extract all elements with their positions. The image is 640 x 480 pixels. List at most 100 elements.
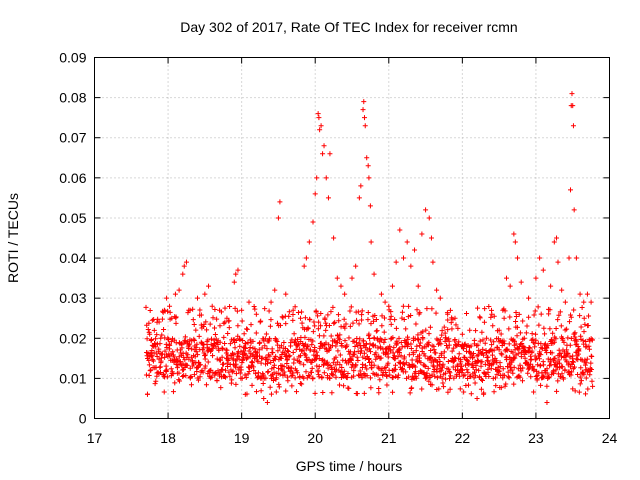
data-point (303, 255, 309, 261)
data-point (316, 333, 322, 339)
data-point (314, 349, 320, 355)
data-point (413, 348, 419, 354)
data-point (442, 330, 448, 336)
data-point (387, 372, 393, 378)
data-point (180, 361, 186, 367)
data-point (479, 329, 485, 335)
data-point (373, 356, 379, 362)
data-point (158, 360, 164, 366)
data-point (531, 366, 537, 372)
data-point (222, 367, 228, 373)
data-point (251, 368, 257, 374)
data-point (263, 375, 269, 381)
data-point (291, 340, 297, 346)
data-point (281, 340, 287, 346)
data-point (388, 313, 394, 319)
data-point (212, 370, 218, 376)
data-point (393, 373, 399, 379)
data-point (514, 324, 520, 330)
data-point (155, 316, 161, 322)
data-point (242, 346, 248, 352)
data-point (212, 331, 218, 337)
data-point (300, 347, 306, 353)
data-point (372, 343, 378, 349)
data-point (453, 322, 459, 328)
data-point (253, 311, 259, 317)
data-point (302, 334, 308, 340)
data-point (291, 360, 297, 366)
data-point (279, 351, 285, 357)
data-point (239, 375, 245, 381)
data-point (457, 386, 463, 392)
data-point (588, 360, 594, 366)
data-point (452, 315, 458, 321)
data-point (540, 267, 546, 273)
data-point (148, 367, 154, 373)
data-point (451, 375, 457, 381)
data-point (233, 361, 239, 367)
data-point (285, 378, 291, 384)
data-point (321, 333, 327, 339)
data-point (496, 347, 502, 353)
data-point (202, 291, 208, 297)
data-point (589, 378, 595, 384)
data-point (316, 319, 322, 325)
data-point (368, 385, 374, 391)
data-point (554, 235, 560, 241)
data-point (176, 287, 182, 293)
data-point (511, 231, 517, 237)
data-point (282, 372, 288, 378)
data-point (367, 203, 373, 209)
data-point (366, 356, 372, 362)
data-point (229, 377, 235, 383)
data-point (558, 354, 564, 360)
data-point (170, 389, 176, 395)
data-point (250, 338, 256, 344)
data-point (344, 375, 350, 381)
data-point (398, 353, 404, 359)
data-point (351, 373, 357, 379)
data-point (351, 349, 357, 355)
data-point (535, 304, 541, 310)
data-point (147, 368, 153, 374)
data-point (459, 367, 465, 373)
data-point (277, 199, 283, 205)
data-point (261, 395, 267, 401)
data-point (520, 318, 526, 324)
data-point (371, 318, 377, 324)
data-point (297, 360, 303, 366)
data-point (237, 336, 243, 342)
data-point (585, 322, 591, 328)
data-point (310, 375, 316, 381)
data-point (470, 350, 476, 356)
data-point (436, 355, 442, 361)
data-point (542, 331, 548, 337)
data-point (550, 330, 556, 336)
data-point (387, 343, 393, 349)
data-point (557, 309, 563, 315)
data-point (191, 322, 197, 328)
data-point (447, 370, 453, 376)
data-point (325, 365, 331, 371)
data-point (217, 339, 223, 345)
data-point (326, 323, 332, 329)
data-point (529, 331, 535, 337)
data-point (479, 378, 485, 384)
data-point (198, 312, 204, 318)
y-tick-label: 0.02 (59, 330, 86, 346)
data-point (286, 354, 292, 360)
data-point (565, 350, 571, 356)
data-point (551, 239, 557, 245)
data-point (492, 375, 498, 381)
data-point (323, 340, 329, 346)
data-point (395, 354, 401, 360)
data-point (464, 311, 470, 317)
data-point (318, 323, 324, 329)
data-point (164, 295, 170, 301)
data-point (220, 367, 226, 373)
data-point (578, 378, 584, 384)
data-point (478, 376, 484, 382)
data-point (200, 369, 206, 375)
data-point (321, 370, 327, 376)
data-point (177, 359, 183, 365)
